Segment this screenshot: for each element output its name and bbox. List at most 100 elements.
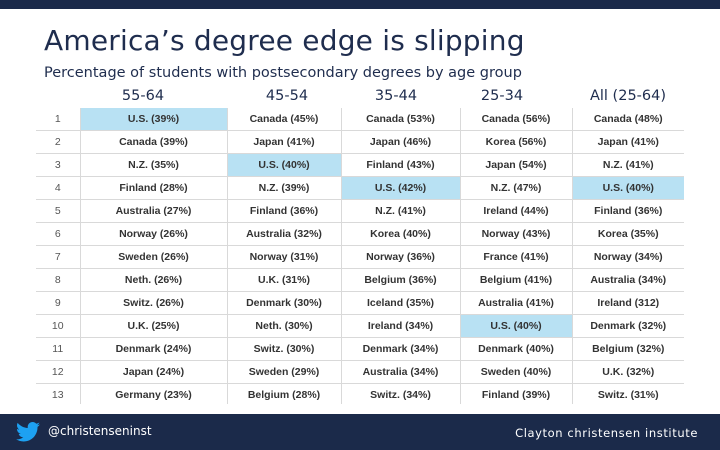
table-cell: Norway (31%) xyxy=(227,245,342,269)
table-cell: U.K. (32%) xyxy=(572,360,684,384)
brand-name: Clayton christensen institute xyxy=(515,426,698,440)
table-cell: U.S. (42%) xyxy=(341,176,461,200)
table-cell: Canada (53%) xyxy=(341,108,461,131)
table-cell: U.S. (39%) xyxy=(80,108,228,131)
table-cell: Norway (36%) xyxy=(341,245,461,269)
table-cell: Finland (36%) xyxy=(572,199,684,223)
column-header-55-64: 55-64 xyxy=(121,88,165,104)
table-cell: Korea (56%) xyxy=(460,130,573,154)
table-row: 13 Germany (23%) Belgium (28%) Switz. (34%)… xyxy=(36,383,684,404)
table-cell: Neth. (26%) xyxy=(80,268,228,292)
table-cell: Japan (41%) xyxy=(227,130,342,154)
ranking-table-viewport: 1 U.S. (39%) Canada (45%) Canada (53%) Canad… xyxy=(36,108,684,404)
rank-number: 13 xyxy=(36,383,81,404)
rank-number: 10 xyxy=(36,314,81,338)
table-row: 2 Canada (39%) Japan (41%) Japan (46%) Korea… xyxy=(36,130,684,154)
rank-number: 9 xyxy=(36,291,81,315)
table-row: 4 Finland (28%) N.Z. (39%) U.S. (42%) N.Z. (… xyxy=(36,176,684,200)
table-cell: U.K. (25%) xyxy=(80,314,228,338)
table-cell: Switz. (34%) xyxy=(341,383,461,404)
table-cell: N.Z. (39%) xyxy=(227,176,342,200)
table-row: 10 U.K. (25%) Neth. (30%) Ireland (34%) U.S.… xyxy=(36,314,684,338)
table-cell: Sweden (26%) xyxy=(80,245,228,269)
slide-subtitle: Percentage of students with postsecondar… xyxy=(44,65,522,81)
table-cell: France (41%) xyxy=(460,245,573,269)
table-row: 11 Denmark (24%) Switz. (30%) Denmark (34%)… xyxy=(36,337,684,361)
table-cell: Finland (43%) xyxy=(341,153,461,177)
table-cell: Ireland (312) xyxy=(572,291,684,315)
table-cell: Denmark (40%) xyxy=(460,337,573,361)
table-row: 6 Norway (26%) Australia (32%) Korea (40%) N… xyxy=(36,222,684,246)
table-cell: Sweden (40%) xyxy=(460,360,573,384)
table-cell: Belgium (28%) xyxy=(227,383,342,404)
ranking-table: 1 U.S. (39%) Canada (45%) Canada (53%) Canad… xyxy=(36,108,684,404)
table-cell: Korea (40%) xyxy=(341,222,461,246)
table-cell: Australia (32%) xyxy=(227,222,342,246)
table-cell: U.K. (31%) xyxy=(227,268,342,292)
table-cell: Finland (36%) xyxy=(227,199,342,223)
table-cell: Belgium (36%) xyxy=(341,268,461,292)
table-cell: Norway (26%) xyxy=(80,222,228,246)
column-header-all: All (25-64) xyxy=(589,88,667,104)
table-cell: Switz. (26%) xyxy=(80,291,228,315)
twitter-bird-icon[interactable] xyxy=(16,422,40,442)
table-cell: Australia (34%) xyxy=(572,268,684,292)
table-cell: U.S. (40%) xyxy=(460,314,573,338)
table-cell: Belgium (41%) xyxy=(460,268,573,292)
table-cell: Germany (23%) xyxy=(80,383,228,404)
rank-number: 8 xyxy=(36,268,81,292)
rank-number: 12 xyxy=(36,360,81,384)
table-cell: Norway (34%) xyxy=(572,245,684,269)
table-cell: Canada (45%) xyxy=(227,108,342,131)
footer-bar xyxy=(0,414,720,450)
table-cell: N.Z. (41%) xyxy=(341,199,461,223)
table-cell: Denmark (34%) xyxy=(341,337,461,361)
table-row: 9 Switz. (26%) Denmark (30%) Iceland (35%) A… xyxy=(36,291,684,315)
rank-number: 4 xyxy=(36,176,81,200)
rank-number: 6 xyxy=(36,222,81,246)
column-header-45-54: 45-54 xyxy=(265,88,309,104)
table-cell: Belgium (32%) xyxy=(572,337,684,361)
table-cell: Switz. (30%) xyxy=(227,337,342,361)
table-cell: Ireland (34%) xyxy=(341,314,461,338)
table-cell: Sweden (29%) xyxy=(227,360,342,384)
column-header-35-44: 35-44 xyxy=(374,88,418,104)
table-row: 8 Neth. (26%) U.K. (31%) Belgium (36%) Belgi… xyxy=(36,268,684,292)
table-cell: Denmark (24%) xyxy=(80,337,228,361)
table-cell: Canada (39%) xyxy=(80,130,228,154)
rank-number: 2 xyxy=(36,130,81,154)
table-cell: Finland (28%) xyxy=(80,176,228,200)
table-row: 3 N.Z. (35%) U.S. (40%) Finland (43%) Japan … xyxy=(36,153,684,177)
rank-number: 3 xyxy=(36,153,81,177)
table-row: 1 U.S. (39%) Canada (45%) Canada (53%) Canad… xyxy=(36,108,684,131)
table-cell: Finland (39%) xyxy=(460,383,573,404)
table-cell: N.Z. (41%) xyxy=(572,153,684,177)
table-cell: Korea (35%) xyxy=(572,222,684,246)
table-cell: Norway (43%) xyxy=(460,222,573,246)
top-bar xyxy=(0,0,720,9)
table-cell: U.S. (40%) xyxy=(572,176,684,200)
table-cell: Iceland (35%) xyxy=(341,291,461,315)
slide-title: America’s degree edge is slipping xyxy=(44,24,525,57)
twitter-handle[interactable]: @christenseninst xyxy=(48,424,152,438)
table-cell: Canada (56%) xyxy=(460,108,573,131)
table-cell: Japan (54%) xyxy=(460,153,573,177)
table-row: 5 Australia (27%) Finland (36%) N.Z. (41%) I… xyxy=(36,199,684,223)
table-cell: Australia (41%) xyxy=(460,291,573,315)
rank-number: 1 xyxy=(36,108,81,131)
table-cell: Denmark (32%) xyxy=(572,314,684,338)
column-header-25-34: 25-34 xyxy=(480,88,524,104)
table-cell: Ireland (44%) xyxy=(460,199,573,223)
table-cell: U.S. (40%) xyxy=(227,153,342,177)
table-cell: Canada (48%) xyxy=(572,108,684,131)
table-cell: Japan (24%) xyxy=(80,360,228,384)
rank-number: 5 xyxy=(36,199,81,223)
table-cell: Australia (34%) xyxy=(341,360,461,384)
table-cell: Japan (46%) xyxy=(341,130,461,154)
table-cell: Neth. (30%) xyxy=(227,314,342,338)
table-cell: N.Z. (35%) xyxy=(80,153,228,177)
table-cell: Switz. (31%) xyxy=(572,383,684,404)
rank-number: 11 xyxy=(36,337,81,361)
table-cell: Australia (27%) xyxy=(80,199,228,223)
table-cell: N.Z. (47%) xyxy=(460,176,573,200)
